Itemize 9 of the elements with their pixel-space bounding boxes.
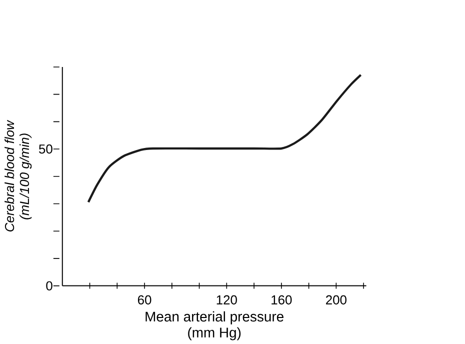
line-series: [87, 74, 362, 204]
x-tick-label: 160: [272, 295, 292, 304]
y-tick-label: 50: [38, 144, 52, 154]
y-axis-title: Cerebral blood flow (mL/100 g/min): [4, 120, 32, 232]
x-tick-label: 120: [216, 295, 237, 304]
y-tick-label: 0: [46, 281, 52, 290]
x-axis-title: Mean arterial pressure (mm Hg): [146, 311, 284, 340]
x-tick-label: 60: [138, 295, 152, 304]
x-tick-label: 200: [326, 295, 346, 304]
